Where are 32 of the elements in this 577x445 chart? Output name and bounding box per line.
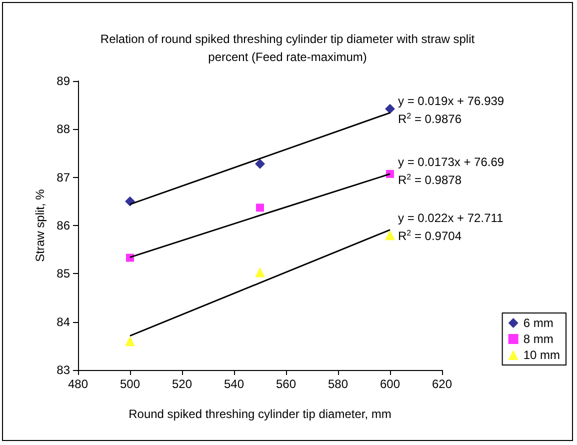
x-tick-label: 520 [172, 377, 192, 391]
legend-label: 6 mm [523, 316, 554, 330]
x-tick-label: 620 [432, 377, 452, 391]
y-tick-label: 83 [56, 363, 70, 377]
point [255, 267, 265, 278]
x-tick-label: 480 [68, 377, 88, 391]
y-axis-title: Straw split, % [32, 188, 47, 262]
x-axis-title: Round spiked threshing cylinder tip diameter, mm [128, 407, 392, 421]
x-tick-label: 500 [120, 377, 140, 391]
annotation: y = 0.0173x + 76.69 [398, 154, 504, 169]
y-tick-label: 87 [56, 170, 70, 184]
point [256, 204, 264, 212]
chart-title: Relation of round spiked threshing cylinder tip diameter with straw split percent (Feed rate-maximum) [100, 32, 476, 64]
x-tick-label: 540 [224, 377, 244, 391]
y-tick-label: 85 [56, 266, 70, 281]
point [255, 158, 265, 169]
annotation: y = 0.022x + 72.711 [398, 210, 504, 225]
point [126, 254, 134, 262]
x-tick-label: 580 [328, 377, 348, 391]
point [385, 104, 395, 114]
x-tick-label: 600 [380, 377, 400, 391]
y-tick-label: 88 [56, 122, 70, 136]
x-tick-label: 560 [276, 377, 296, 391]
annotation: y = 0.019x + 76.939 [398, 94, 504, 108]
point [125, 196, 135, 206]
legend-label: 10 mm [523, 348, 560, 362]
point [125, 336, 135, 346]
point [385, 230, 395, 240]
legend-label: 8 mm [523, 332, 554, 346]
y-tick-label: 86 [56, 218, 70, 232]
y-tick-label: 89 [56, 74, 70, 88]
y-tick-label: 84 [56, 314, 70, 329]
